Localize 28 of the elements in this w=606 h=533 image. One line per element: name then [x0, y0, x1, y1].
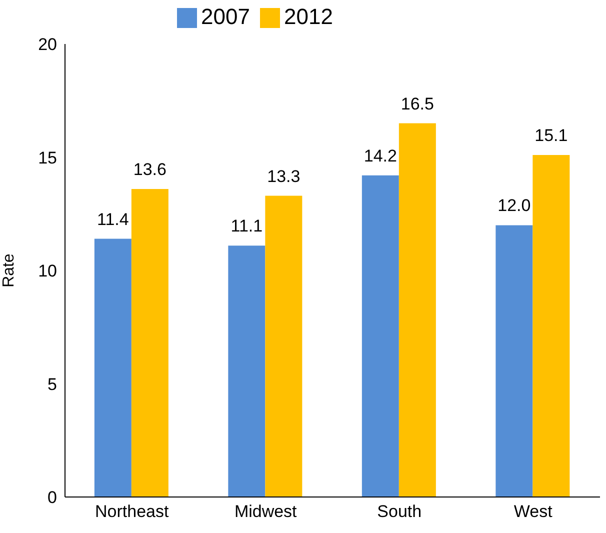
- x-tick-label: Northeast: [95, 502, 170, 522]
- data-label: 16.5: [400, 94, 434, 114]
- y-tick-label: 20: [38, 35, 57, 54]
- legend-label: 2012: [284, 4, 333, 29]
- data-label: 14.2: [364, 146, 397, 166]
- legend-label: 2007: [201, 4, 250, 29]
- data-label: 12.0: [498, 196, 531, 216]
- bar: [398, 123, 436, 497]
- y-axis-title: Rate: [0, 254, 18, 288]
- data-label: 15.1: [534, 126, 568, 145]
- bar: [532, 154, 570, 497]
- y-tick-label: 5: [48, 374, 57, 394]
- x-tick-label: South: [377, 502, 422, 522]
- y-tick-label: 10: [38, 262, 57, 281]
- y-tick-label: 15: [38, 148, 57, 168]
- data-label: 13.3: [267, 166, 300, 186]
- bar: [496, 225, 533, 497]
- bar: [131, 188, 168, 497]
- data-label: 11.1: [230, 216, 263, 236]
- bar: [228, 246, 266, 497]
- bar: [265, 196, 302, 497]
- x-tick-label: West: [514, 502, 553, 522]
- y-tick-label: 0: [48, 488, 57, 508]
- data-label: 11.4: [97, 210, 129, 229]
- data-label: 13.6: [133, 160, 166, 179]
- bar: [362, 175, 399, 497]
- x-tick-label: Midwest: [234, 502, 298, 522]
- bar: [94, 238, 132, 497]
